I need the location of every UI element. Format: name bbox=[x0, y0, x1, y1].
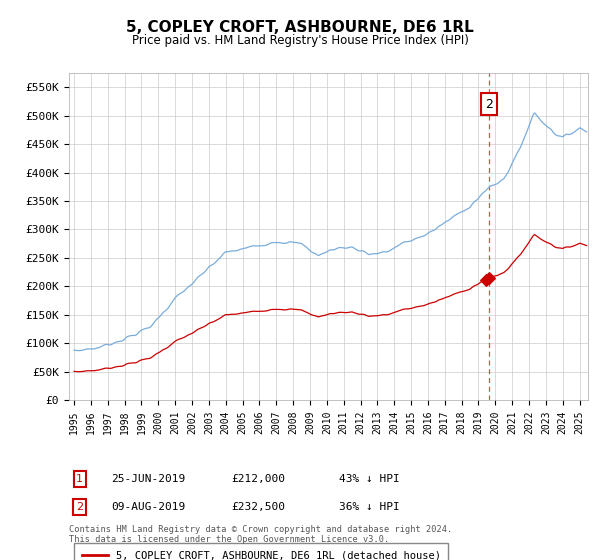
Text: 2: 2 bbox=[485, 97, 493, 111]
Text: Contains HM Land Registry data © Crown copyright and database right 2024.
This d: Contains HM Land Registry data © Crown c… bbox=[69, 525, 452, 544]
Point bbox=[484, 273, 494, 282]
Text: 09-AUG-2019: 09-AUG-2019 bbox=[111, 502, 185, 512]
Text: £212,000: £212,000 bbox=[231, 474, 285, 484]
Text: 5, COPLEY CROFT, ASHBOURNE, DE6 1RL: 5, COPLEY CROFT, ASHBOURNE, DE6 1RL bbox=[126, 20, 474, 35]
Text: £232,500: £232,500 bbox=[231, 502, 285, 512]
Point bbox=[481, 275, 491, 284]
Text: 2: 2 bbox=[76, 502, 83, 512]
Text: 43% ↓ HPI: 43% ↓ HPI bbox=[339, 474, 400, 484]
Text: Price paid vs. HM Land Registry's House Price Index (HPI): Price paid vs. HM Land Registry's House … bbox=[131, 34, 469, 46]
Text: 36% ↓ HPI: 36% ↓ HPI bbox=[339, 502, 400, 512]
Legend: 5, COPLEY CROFT, ASHBOURNE, DE6 1RL (detached house), HPI: Average price, detach: 5, COPLEY CROFT, ASHBOURNE, DE6 1RL (det… bbox=[74, 543, 448, 560]
Text: 1: 1 bbox=[76, 474, 83, 484]
Text: 25-JUN-2019: 25-JUN-2019 bbox=[111, 474, 185, 484]
